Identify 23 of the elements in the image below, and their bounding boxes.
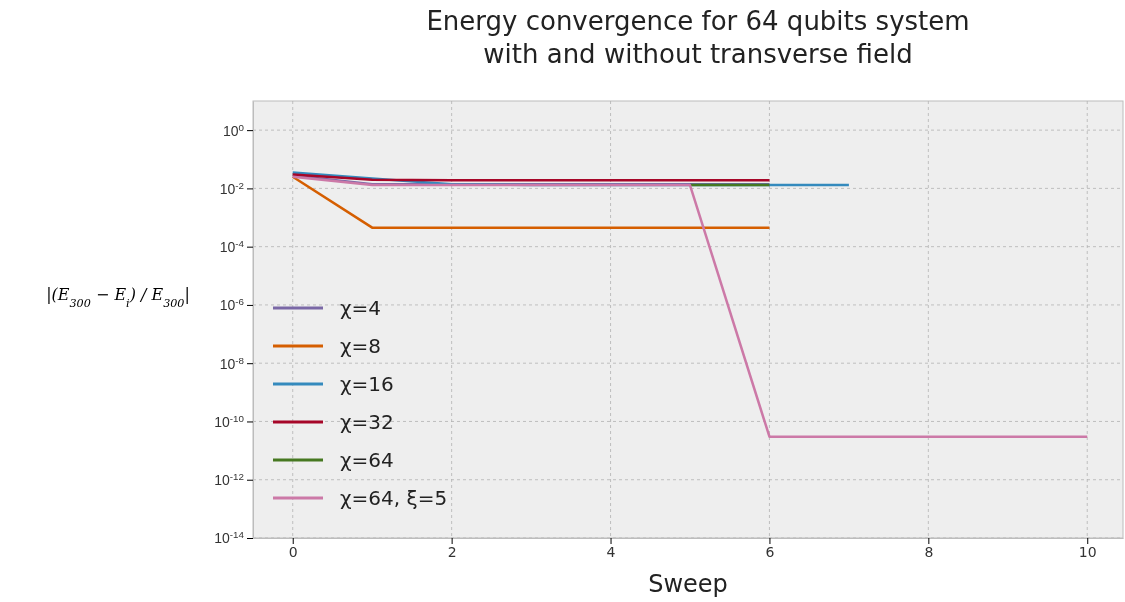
x-tick-label: 8 bbox=[924, 543, 934, 560]
legend-label: χ=4 bbox=[340, 296, 382, 320]
x-axis-title: Sweep bbox=[648, 570, 728, 598]
x-tick-label: 2 bbox=[447, 543, 457, 560]
chart-title: Energy convergence for 64 qubits system with and without transverse field bbox=[426, 6, 970, 69]
y-axis-title: |(E$_{300}$ − E$_{i}$) / E$_{300}$| bbox=[46, 285, 190, 310]
y-tick-label: 10$^{-14}$ bbox=[214, 528, 245, 547]
x-tick-label: 6 bbox=[765, 543, 775, 560]
legend-label: χ=8 bbox=[340, 334, 382, 358]
x-tick-label: 0 bbox=[288, 543, 298, 560]
legend-label: χ=64 bbox=[340, 448, 394, 472]
legend-label: χ=64, ξ=5 bbox=[340, 486, 448, 510]
y-tick-label: 10$^{-10}$ bbox=[214, 412, 245, 430]
legend-label: χ=16 bbox=[340, 372, 394, 396]
y-tick-label: 10$^{-12}$ bbox=[214, 470, 244, 489]
y-tick-label: 10$^{0}$ bbox=[222, 121, 245, 139]
y-tick-label: 10$^{-6}$ bbox=[219, 295, 245, 314]
y-tick-label: 10$^{-2}$ bbox=[219, 179, 244, 197]
y-tick-label: 10$^{-4}$ bbox=[219, 237, 245, 256]
y-tick-label: 10$^{-8}$ bbox=[219, 354, 245, 372]
legend-label: χ=32 bbox=[340, 410, 394, 434]
x-tick-label: 10 bbox=[1078, 543, 1097, 560]
x-tick-label: 4 bbox=[606, 543, 616, 560]
